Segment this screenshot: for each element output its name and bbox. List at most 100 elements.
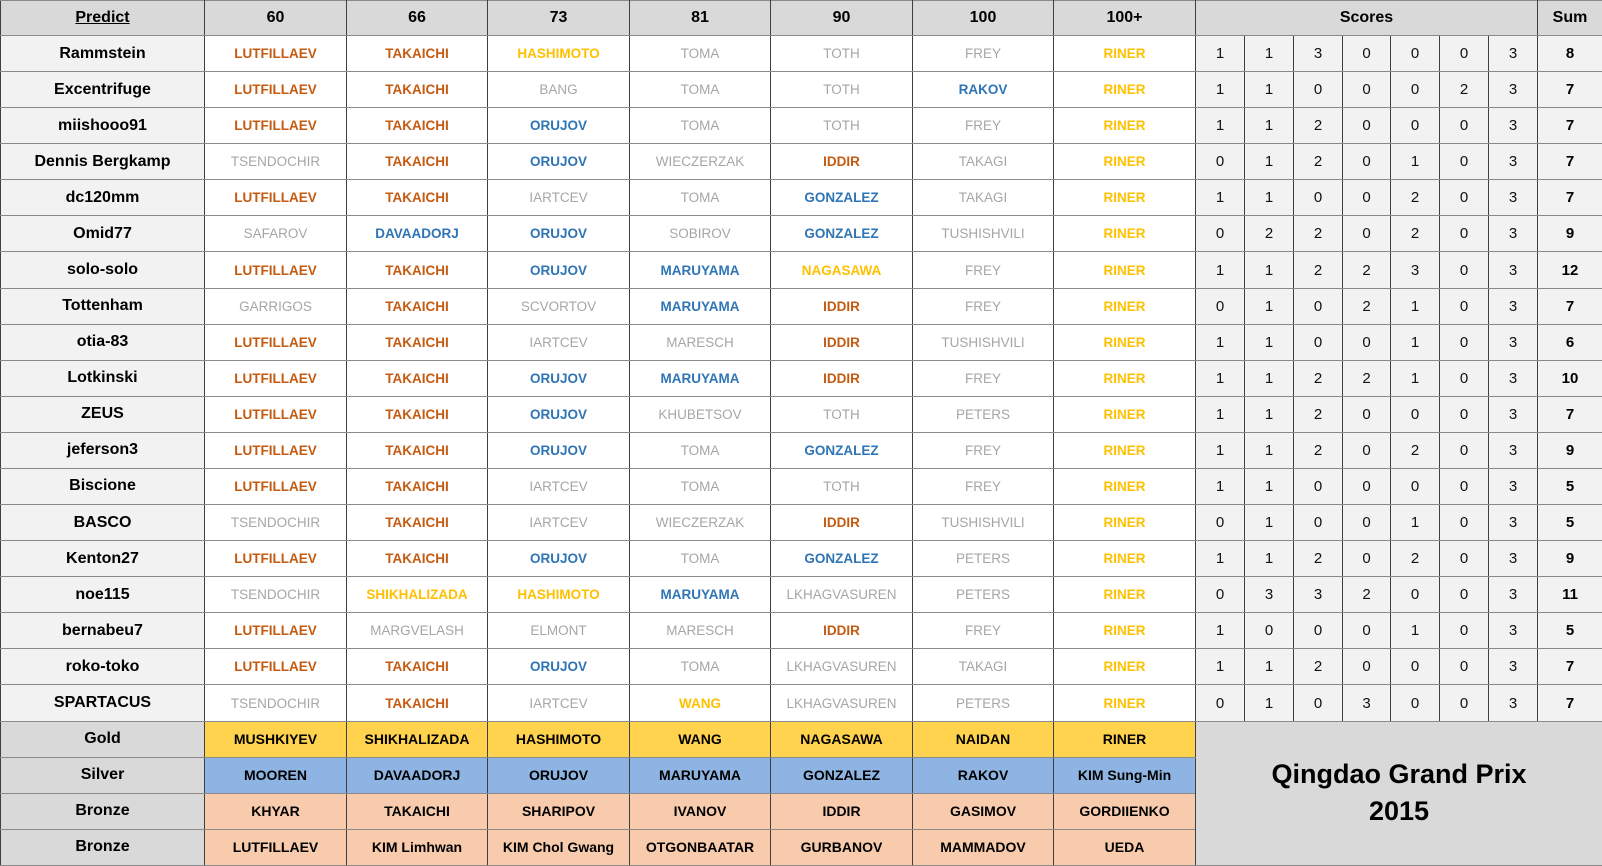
prediction-cell: TSENDOCHIR <box>204 684 347 722</box>
predictor-name: Biscione <box>0 467 205 506</box>
prediction-cell: ORUJOV <box>487 359 630 397</box>
score-cell: 3 <box>1487 107 1539 145</box>
score-cell: 0 <box>1342 504 1391 542</box>
prediction-cell: GONZALEZ <box>770 215 913 253</box>
prediction-cell: ORUJOV <box>487 215 630 253</box>
predictor-row: jeferson3 LUTFILLAEV TAKAICHI ORUJOV TOMA GON… <box>0 431 1602 469</box>
score-cell: 0 <box>1439 395 1489 433</box>
prediction-cell: WIECZERZAK <box>629 504 771 542</box>
score-cell: 3 <box>1487 684 1539 722</box>
result-name-cell: HASHIMOTO <box>487 720 630 758</box>
prediction-cell: SHIKHALIZADA <box>346 576 488 614</box>
prediction-cell: LUTFILLAEV <box>204 431 347 469</box>
prediction-cell: LUTFILLAEV <box>204 467 347 506</box>
sum-cell: 8 <box>1537 34 1602 73</box>
score-cell: 0 <box>1244 612 1294 650</box>
score-cell: 0 <box>1390 71 1440 109</box>
prediction-cell: TSENDOCHIR <box>204 576 347 614</box>
prediction-cell: ELMONT <box>487 612 630 650</box>
result-name-cell: KIM Limhwan <box>346 828 488 866</box>
prediction-cell: TOMA <box>629 540 771 578</box>
prediction-cell: RAKOV <box>912 71 1054 109</box>
score-cell: 0 <box>1439 684 1489 722</box>
category-header-100plus: 100+ <box>1053 0 1196 36</box>
predictor-name: ZEUS <box>0 395 205 433</box>
prediction-cell: IARTCEV <box>487 323 630 361</box>
prediction-cell: IDDIR <box>770 143 913 181</box>
event-title: Qingdao Grand Prix 2015 <box>1194 720 1602 866</box>
score-cell: 3 <box>1487 576 1539 614</box>
prediction-cell: LUTFILLAEV <box>204 251 347 289</box>
result-name-cell: SHIKHALIZADA <box>346 720 488 758</box>
prediction-cell: MARESCH <box>629 323 771 361</box>
score-cell: 3 <box>1390 251 1440 289</box>
prediction-cell: RINER <box>1053 540 1196 578</box>
score-cell: 0 <box>1293 467 1343 506</box>
prediction-cell: TAKAICHI <box>346 504 488 542</box>
result-name-cell: RAKOV <box>912 756 1054 794</box>
score-cell: 0 <box>1439 143 1489 181</box>
score-cell: 1 <box>1195 179 1245 217</box>
prediction-cell: TAKAICHI <box>346 34 488 73</box>
prediction-cell: RINER <box>1053 107 1196 145</box>
score-cell: 2 <box>1293 251 1343 289</box>
prediction-cell: IDDIR <box>770 323 913 361</box>
score-cell: 0 <box>1390 467 1440 506</box>
score-cell: 2 <box>1439 71 1489 109</box>
prediction-cell: RINER <box>1053 71 1196 109</box>
score-cell: 3 <box>1487 540 1539 578</box>
prediction-cell: LUTFILLAEV <box>204 107 347 145</box>
score-cell: 0 <box>1342 467 1391 506</box>
prediction-cell: RINER <box>1053 576 1196 614</box>
predict-header: Predict <box>0 0 205 36</box>
prediction-cell: RINER <box>1053 684 1196 722</box>
scores-header: Scores <box>1194 0 1539 36</box>
score-cell: 0 <box>1342 612 1391 650</box>
sum-cell: 7 <box>1537 684 1602 722</box>
score-cell: 2 <box>1244 215 1294 253</box>
result-name-cell: LUTFILLAEV <box>204 828 347 866</box>
category-header-73: 73 <box>487 0 630 36</box>
score-cell: 2 <box>1293 143 1343 181</box>
score-cell: 3 <box>1487 251 1539 289</box>
prediction-cell: TOTH <box>770 467 913 506</box>
prediction-cell: TOTH <box>770 107 913 145</box>
header-row: Predict 60 66 73 81 90 100 100+ Scores S… <box>0 0 1602 36</box>
score-cell: 0 <box>1439 179 1489 217</box>
result-row-bronze-2: Bronze LUTFILLAEV KIM Limhwan KIM Chol Gwan… <box>0 828 1602 866</box>
score-cell: 0 <box>1195 504 1245 542</box>
score-cell: 1 <box>1244 504 1294 542</box>
category-header-90: 90 <box>770 0 913 36</box>
prediction-cell: FREY <box>912 287 1054 325</box>
prediction-cell: PETERS <box>912 576 1054 614</box>
prediction-cell: MARESCH <box>629 612 771 650</box>
prediction-cell: TAKAGI <box>912 648 1054 686</box>
score-cell: 1 <box>1195 251 1245 289</box>
result-rows: Gold MUSHKIYEV SHIKHALIZADA HASHIMOTO WANG NA… <box>0 720 1602 866</box>
score-cell: 3 <box>1487 504 1539 542</box>
score-cell: 0 <box>1390 684 1440 722</box>
prediction-cell: TSENDOCHIR <box>204 504 347 542</box>
score-cell: 1 <box>1244 684 1294 722</box>
score-cell: 0 <box>1293 504 1343 542</box>
prediction-cell: RINER <box>1053 143 1196 181</box>
score-cell: 0 <box>1293 287 1343 325</box>
score-cell: 0 <box>1439 576 1489 614</box>
sum-cell: 5 <box>1537 467 1602 506</box>
predictor-name: Omid77 <box>0 215 205 253</box>
prediction-cell: DAVAADORJ <box>346 215 488 253</box>
prediction-cell: RINER <box>1053 612 1196 650</box>
score-cell: 0 <box>1195 143 1245 181</box>
score-cell: 0 <box>1390 34 1440 73</box>
result-row-bronze: Bronze KHYAR TAKAICHI SHARIPOV IVANOV IDDIR GA… <box>0 792 1602 830</box>
score-cell: 1 <box>1195 323 1245 361</box>
result-name-cell: OTGONBAATAR <box>629 828 771 866</box>
score-cell: 0 <box>1342 323 1391 361</box>
predictor-name: Excentrifuge <box>0 71 205 109</box>
score-cell: 3 <box>1487 34 1539 73</box>
prediction-cell: LUTFILLAEV <box>204 359 347 397</box>
prediction-cell: RINER <box>1053 179 1196 217</box>
prediction-cell: FREY <box>912 34 1054 73</box>
prediction-cell: LKHAGVASUREN <box>770 576 913 614</box>
predictor-row: Excentrifuge LUTFILLAEV TAKAICHI BANG TOMA TO… <box>0 71 1602 109</box>
